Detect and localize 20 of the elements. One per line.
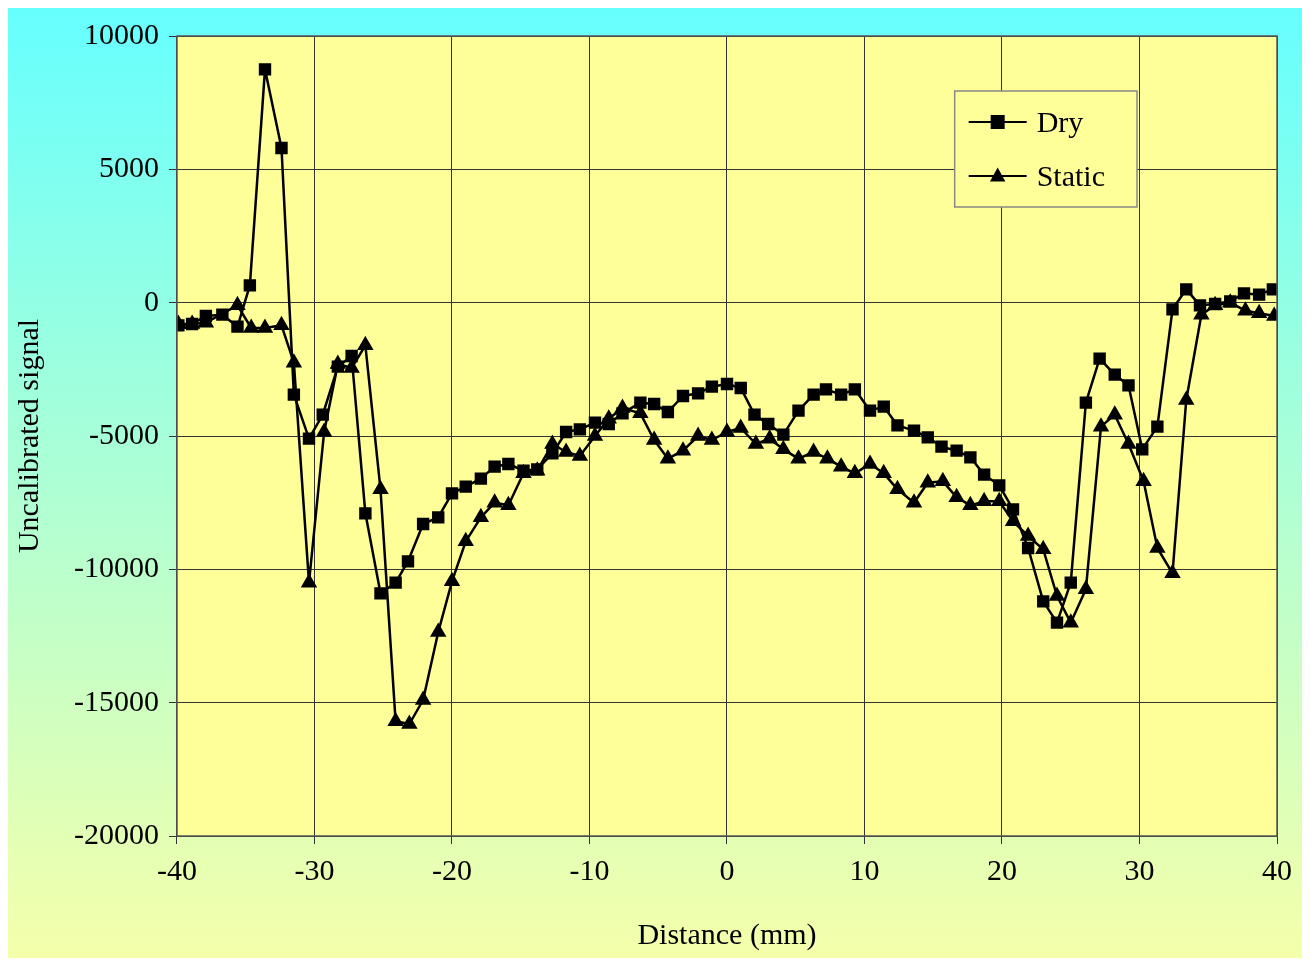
x-tick-label: -10 (569, 852, 610, 886)
legend-label: Dry (1036, 104, 1084, 138)
x-tick-label: 30 (1124, 852, 1155, 886)
x-tick-label: -40 (156, 852, 197, 886)
x-tick-label: -20 (431, 852, 472, 886)
y-tick-label: -20000 (73, 816, 159, 850)
x-tick-label: -30 (294, 852, 335, 886)
x-tick-label: 10 (849, 852, 880, 886)
y-axis-title: Uncalibrated signal (10, 318, 44, 554)
y-tick-label: 5000 (98, 150, 159, 184)
y-tick-label: 10000 (83, 16, 159, 50)
legend-label: Static (1036, 158, 1106, 192)
x-axis-title: Distance (mm) (637, 916, 817, 951)
x-tick-label: 40 (1262, 852, 1292, 886)
y-tick-label: -5000 (88, 416, 159, 450)
x-tick-label: 0 (719, 852, 735, 886)
y-tick-label: -10000 (73, 550, 159, 584)
y-tick-label: 0 (143, 283, 159, 317)
x-tick-label: 20 (987, 852, 1017, 886)
y-tick-label: -15000 (73, 683, 159, 717)
